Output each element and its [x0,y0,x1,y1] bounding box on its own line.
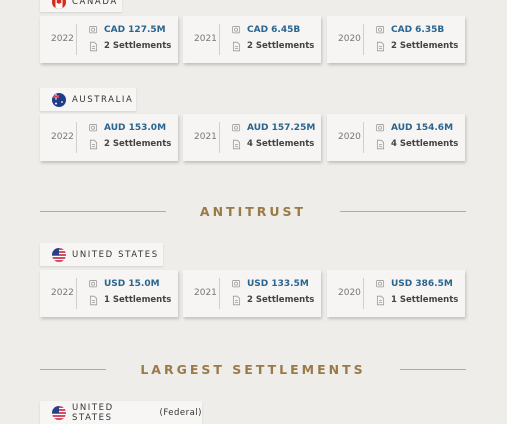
settlement-count: 2 Settlements [247,41,315,51]
divider [219,278,220,309]
summary-card: 2022 USD 15.0M 1 Settlements [40,270,178,317]
settlement-count: 4 Settlements [247,139,315,149]
amount-icon [89,280,98,288]
divider [363,278,364,309]
country-tag: CANADA [40,0,122,12]
year: 2020 [338,288,361,298]
divider [363,122,364,153]
rule [340,210,466,212]
amount-icon [232,26,241,34]
year: 2022 [51,288,74,298]
country-tag: UNITED STATES [40,243,163,266]
amount-icon [89,124,98,132]
rule [399,368,466,370]
settlements-icon [232,139,241,150]
year: 2022 [51,132,74,142]
rule [40,210,166,212]
settlement-count: 1 Settlements [391,295,459,305]
amount: CAD 127.5M [104,25,166,35]
divider [363,24,364,55]
summary-card: 2021 CAD 6.45B 2 Settlements [183,16,321,63]
section-heading: LARGEST SETTLEMENTS [40,359,466,379]
flag [52,92,66,107]
amount: USD 386.5M [391,279,453,289]
year: 2021 [194,132,217,142]
amount-icon [376,124,385,132]
year: 2020 [338,34,361,44]
divider [76,122,77,153]
flag [52,0,66,9]
settlements-icon [89,41,98,52]
rule [40,368,107,370]
settlements-icon [376,295,385,306]
settlement-count: 2 Settlements [104,41,172,51]
year: 2021 [194,288,217,298]
amount: AUD 153.0M [104,123,167,133]
summary-card: 2020 USD 386.5M 1 Settlements [327,270,465,317]
divider [76,278,77,309]
summary-card: 2021 AUD 157.25M 4 Settlements [183,114,321,161]
amount: USD 15.0M [104,279,160,289]
year: 2020 [338,132,361,142]
flag [52,247,66,262]
year: 2022 [51,34,74,44]
summary-card: 2021 USD 133.5M 2 Settlements [183,270,321,317]
settlement-count: 1 Settlements [104,295,172,305]
settlement-count: 4 Settlements [391,139,459,149]
summary-card: 2020 CAD 6.35B 2 Settlements [327,16,465,63]
amount-icon [232,124,241,132]
amount-icon [376,26,385,34]
country-tag: UNITED STATES (Federal) [40,401,202,424]
country-qualifier: (Federal) [159,407,202,418]
settlements-icon [232,295,241,306]
amount: USD 133.5M [247,279,309,289]
amount: AUD 154.6M [391,123,454,133]
settlements-icon [89,139,98,150]
country-tag: AUSTRALIA [40,88,136,111]
settlements-icon [376,139,385,150]
summary-card: 2022 CAD 127.5M 2 Settlements [40,16,178,63]
settlement-count: 2 Settlements [391,41,459,51]
settlement-count: 2 Settlements [247,295,315,305]
amount: CAD 6.35B [391,25,445,35]
amount-icon [89,26,98,34]
settlements-icon [232,41,241,52]
settlement-count: 2 Settlements [104,139,172,149]
divider [76,24,77,55]
country-name: CANADA [72,0,118,7]
divider [219,122,220,153]
country-name: AUSTRALIA [72,94,134,105]
settlements-icon [376,41,385,52]
settlements-icon [89,295,98,306]
amount: AUD 157.25M [247,123,316,133]
country-name: UNITED STATES [72,402,114,423]
amount-icon [376,280,385,288]
flag [52,405,66,420]
amount-icon [232,280,241,288]
section-heading: ANTITRUST [40,201,466,221]
country-name: UNITED STATES [72,249,159,260]
amount: CAD 6.45B [247,25,301,35]
divider [219,24,220,55]
heading-text: ANTITRUST [199,203,307,219]
heading-text: LARGEST SETTLEMENTS [140,361,366,377]
summary-card: 2020 AUD 154.6M 4 Settlements [327,114,465,161]
summary-card: 2022 AUD 153.0M 2 Settlements [40,114,178,161]
year: 2021 [194,34,217,44]
